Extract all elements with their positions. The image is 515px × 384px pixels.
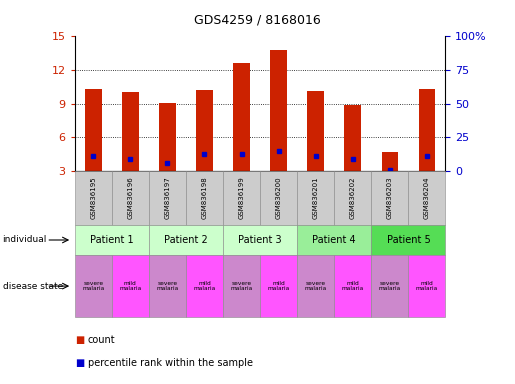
Text: GDS4259 / 8168016: GDS4259 / 8168016 bbox=[194, 13, 321, 26]
Text: GSM836203: GSM836203 bbox=[387, 176, 393, 219]
Text: mild
malaria: mild malaria bbox=[193, 281, 216, 291]
Text: GSM836195: GSM836195 bbox=[90, 176, 96, 219]
Text: GSM836204: GSM836204 bbox=[424, 177, 430, 219]
Bar bbox=[345, 105, 361, 171]
Text: count: count bbox=[88, 335, 115, 345]
Bar bbox=[85, 89, 101, 171]
Text: percentile rank within the sample: percentile rank within the sample bbox=[88, 358, 252, 368]
Bar bbox=[307, 91, 324, 171]
Bar bbox=[382, 152, 398, 171]
Bar bbox=[233, 63, 250, 171]
Text: GSM836200: GSM836200 bbox=[276, 176, 282, 219]
Bar bbox=[196, 90, 213, 171]
Text: GSM836198: GSM836198 bbox=[201, 176, 208, 219]
Bar bbox=[419, 89, 435, 171]
Text: ■: ■ bbox=[75, 358, 84, 368]
Text: disease state: disease state bbox=[3, 281, 63, 291]
Text: severe
malaria: severe malaria bbox=[304, 281, 327, 291]
Text: Patient 1: Patient 1 bbox=[90, 235, 133, 245]
Text: Patient 2: Patient 2 bbox=[164, 235, 208, 245]
Text: ■: ■ bbox=[75, 335, 84, 345]
Text: mild
malaria: mild malaria bbox=[119, 281, 142, 291]
Text: mild
malaria: mild malaria bbox=[267, 281, 290, 291]
Text: Patient 4: Patient 4 bbox=[313, 235, 356, 245]
Text: GSM836196: GSM836196 bbox=[127, 176, 133, 219]
Text: severe
malaria: severe malaria bbox=[156, 281, 179, 291]
Bar bbox=[159, 103, 176, 171]
Text: GSM836199: GSM836199 bbox=[238, 176, 245, 219]
Text: mild
malaria: mild malaria bbox=[341, 281, 364, 291]
Text: severe
malaria: severe malaria bbox=[379, 281, 401, 291]
Text: Patient 5: Patient 5 bbox=[387, 235, 430, 245]
Text: severe
malaria: severe malaria bbox=[82, 281, 105, 291]
Text: severe
malaria: severe malaria bbox=[230, 281, 253, 291]
Text: mild
malaria: mild malaria bbox=[416, 281, 438, 291]
Text: GSM836197: GSM836197 bbox=[164, 176, 170, 219]
Text: individual: individual bbox=[3, 235, 47, 245]
Text: Patient 3: Patient 3 bbox=[238, 235, 282, 245]
Text: GSM836202: GSM836202 bbox=[350, 177, 356, 219]
Text: GSM836201: GSM836201 bbox=[313, 176, 319, 219]
Bar bbox=[270, 50, 287, 171]
Bar bbox=[122, 93, 139, 171]
